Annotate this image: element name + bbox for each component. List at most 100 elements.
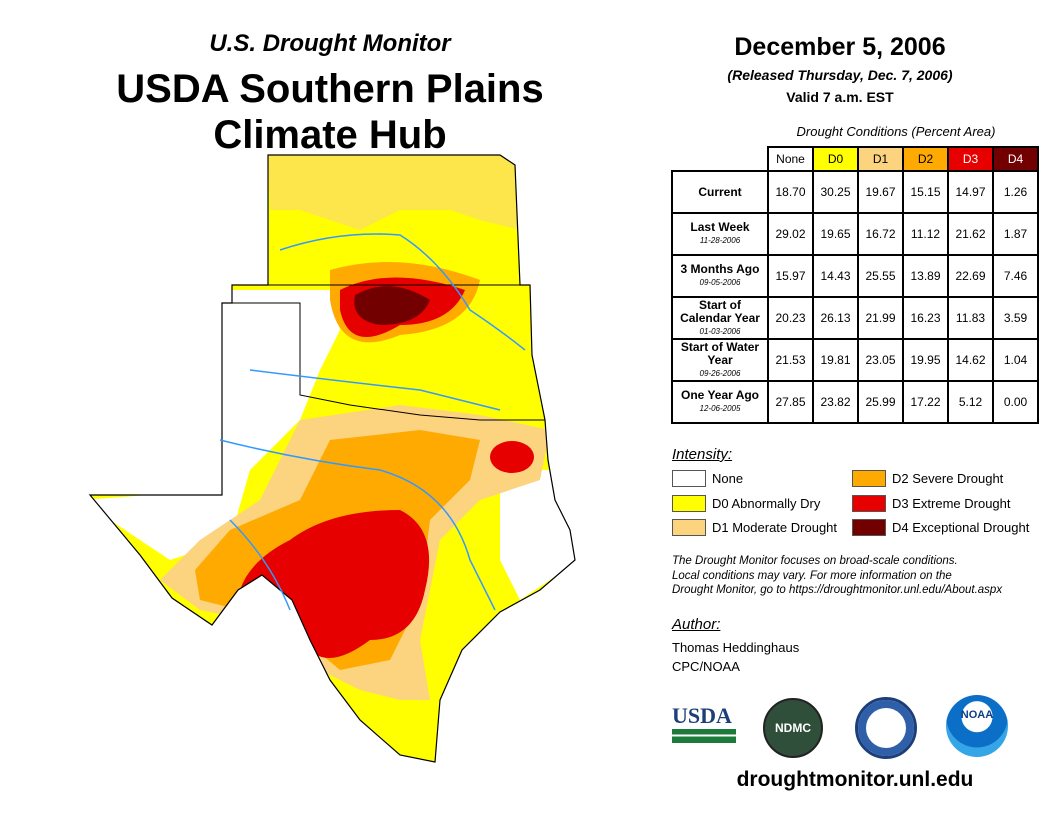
table-caption: Drought Conditions (Percent Area) [796,124,996,139]
drought-conditions-table: None D0 D1 D2 D3 D4 Current 18.70 30.25 19.67 15.1… [671,146,1039,424]
drought-map [88,154,576,763]
legend-swatch [672,519,706,536]
row-date: 09-05-2006 [699,278,741,287]
table-row: 3 Months Ago 09-05-2006 15.97 14.43 25.55 13.… [671,254,1039,298]
column-header: None [767,146,814,172]
valid-time: Valid 7 a.m. EST [786,89,894,105]
table-cell: 19.67 [857,170,904,214]
row-date: 12-06-2005 [699,404,741,413]
map-date: December 5, 2006 [734,33,946,61]
table-cell: 25.55 [857,254,904,298]
ndmc-logo: NDMC [763,698,823,758]
legend-label: D3 Extreme Drought [892,496,1011,511]
release-date: (Released Thursday, Dec. 7, 2006) [727,67,953,83]
legend-item: D1 Moderate Drought [672,519,837,536]
table-row: One Year Ago 12-06-2005 27.85 23.82 25.99 17.… [671,380,1039,424]
disclaimer-note: The Drought Monitor focuses on broad-sca… [672,554,1052,598]
legend-item: D2 Severe Drought [852,470,1003,487]
table-cell: 19.65 [812,212,859,256]
author-heading: Author: [672,616,721,633]
page-title: USDA Southern Plains Climate Hub [90,66,570,158]
row-label: One Year Ago 12-06-2005 [671,380,769,424]
table-cell: 13.89 [902,254,949,298]
state-borders [222,284,545,421]
title-line-1: USDA Southern Plains [116,67,544,111]
table-cell: 29.02 [767,212,814,256]
table-row: Start of Water Year 09-26-2006 21.53 19.81 2… [671,338,1039,382]
table-cell: 26.13 [812,296,859,340]
legend-item: D3 Extreme Drought [852,495,1011,512]
row-label: Current [671,170,769,214]
row-date: 09-26-2006 [699,368,741,378]
row-label: 3 Months Ago 09-05-2006 [671,254,769,298]
legend-label: D4 Exceptional Drought [892,520,1030,535]
column-header: D2 [902,146,949,172]
author-org: CPC/NOAA [672,659,740,674]
table-cell: 14.43 [812,254,859,298]
none-area-east [500,470,575,600]
table-cell: 14.62 [947,338,994,382]
legend-item: D4 Exceptional Drought [852,519,1029,536]
row-date: 01-03-2006 [699,326,741,336]
table-cell: 7.46 [992,254,1039,298]
table-cell: 5.12 [947,380,994,424]
note-line: Local conditions may vary. For more info… [672,569,952,582]
legend-swatch [672,470,706,487]
table-row: Current 18.70 30.25 19.67 15.15 14.97 1.26 [671,170,1039,214]
table-cell: 23.05 [857,338,904,382]
noaa-logo: NOAA [946,695,1008,757]
table-cell: 21.99 [857,296,904,340]
state-outlines [88,154,576,763]
legend-item: None [672,470,743,487]
table-cell: 16.23 [902,296,949,340]
usda-logo-text: USDA [672,703,732,728]
d3-area-tx [240,510,430,658]
table-cell: 30.25 [812,170,859,214]
legend-swatch [852,495,886,512]
table-cell: 15.97 [767,254,814,298]
table-cell: 1.26 [992,170,1039,214]
row-label: Last Week 11-28-2006 [671,212,769,256]
table-cell: 22.69 [947,254,994,298]
row-label-text: Start of Water Year [680,339,760,367]
row-date: 11-28-2006 [699,236,741,245]
table-cell: 14.97 [947,170,994,214]
author-name: Thomas Heddinghaus [672,640,800,655]
table-cell: 11.83 [947,296,994,340]
table-cell: 25.99 [857,380,904,424]
table-cell: 1.04 [992,338,1039,382]
column-header: D3 [947,146,994,172]
legend-swatch [852,519,886,536]
row-label-text: One Year Ago [680,388,760,402]
table-corner [672,147,768,172]
d1-area-ks [268,155,520,230]
title-line-2: Climate Hub [213,113,447,157]
legend-label: D0 Abnormally Dry [712,496,821,511]
table-cell: 15.15 [902,170,949,214]
table-cell: 11.12 [902,212,949,256]
note-line: The Drought Monitor focuses on broad-sca… [672,555,958,567]
website-url[interactable]: droughtmonitor.unl.edu [736,768,974,791]
row-label-text: Last Week [690,220,750,234]
table-cell: 21.62 [947,212,994,256]
table-row: Start of Calendar Year 01-03-2006 20.23 26.… [671,296,1039,340]
legend-item: D0 Abnormally Dry [672,495,820,512]
row-label-text: Start of Calendar Year [680,297,760,325]
table-cell: 16.72 [857,212,904,256]
column-header: D1 [857,146,904,172]
row-label: Start of Calendar Year 01-03-2006 [671,296,769,340]
commerce-seal-logo [855,697,917,759]
d4-area-ok [354,286,430,325]
column-header: D4 [992,146,1039,172]
table-cell: 17.22 [902,380,949,424]
row-label-text: 3 Months Ago [680,262,760,276]
table-cell: 19.81 [812,338,859,382]
subtitle: U.S. Drought Monitor [209,30,451,57]
table-cell: 3.59 [992,296,1039,340]
table-cell: 21.53 [767,338,814,382]
rivers [219,233,526,611]
none-area-west [90,290,340,560]
legend-swatch [672,495,706,512]
author-info: Thomas Heddinghaus CPC/NOAA [672,638,799,676]
